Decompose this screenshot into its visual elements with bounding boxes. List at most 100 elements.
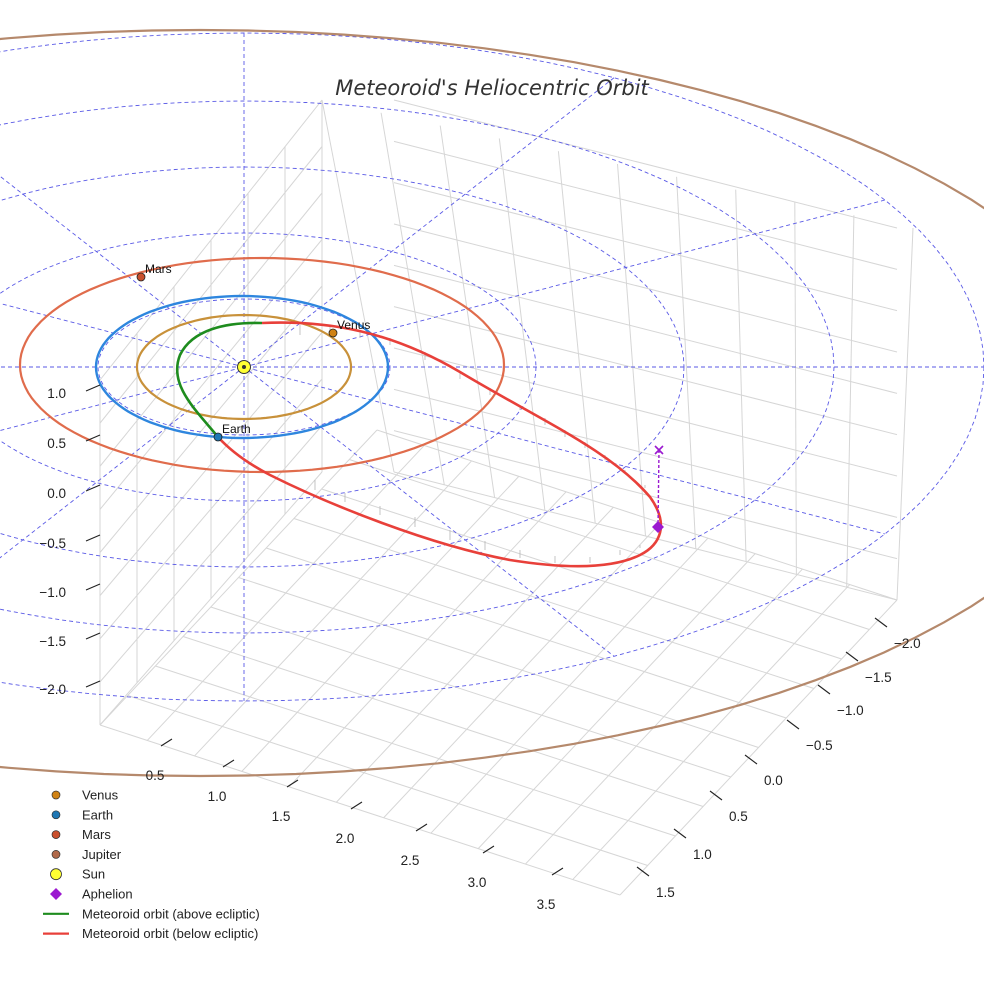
floor-gridline [238, 577, 759, 748]
legend-marker [51, 790, 61, 800]
wall-gridline [896, 227, 914, 601]
y-tick-label: 0.0 [764, 773, 783, 788]
z-tick-mark [85, 680, 101, 688]
z-tick-label: 0.5 [47, 436, 66, 451]
y-tick-mark [709, 790, 723, 801]
aphelion-projection-x [654, 445, 664, 455]
y-tick-label: 1.5 [656, 885, 675, 900]
aphelion-connector [657, 449, 660, 528]
y-tick-label: 1.0 [693, 847, 712, 862]
wall-gridline [846, 215, 855, 588]
legend-entry: Sun [50, 867, 105, 882]
floor-gridline [349, 459, 870, 630]
body-markers: Venus Earth Mars [136, 262, 664, 533]
wall-gridline [393, 99, 898, 229]
legend-marker [50, 868, 62, 881]
x-tick-label: 3.0 [468, 875, 487, 890]
meteoroid-orbit [175, 321, 663, 568]
floor-gridline [127, 695, 648, 866]
back-pane [322, 100, 913, 600]
axis-gridlines [99, 99, 914, 896]
legend-entry: Earth [51, 807, 113, 822]
floor-gridline [210, 606, 731, 778]
wall-gridline [393, 306, 898, 436]
reference-ring [0, 100, 835, 634]
wall-gridline [676, 176, 697, 549]
legend-label: Meteoroid orbit (below ecliptic) [82, 926, 258, 941]
legend-marker [51, 830, 61, 839]
axis-panes [322, 100, 913, 600]
wall-gridline [393, 430, 898, 560]
floor-gridline [293, 518, 815, 689]
legend-label: Jupiter [82, 847, 122, 862]
y-tick-mark [786, 719, 800, 730]
floor-gridline [99, 724, 621, 896]
z-tick-label: 1.0 [47, 386, 66, 401]
reference-ring [0, 232, 537, 502]
x-tick-label: 2.0 [336, 831, 355, 846]
mars-label: Mars [145, 262, 172, 276]
floor-gridline [321, 488, 842, 660]
wall-gridline [393, 388, 898, 518]
x-tick-mark [415, 823, 428, 832]
wall-gridline [380, 112, 445, 485]
wall-gridline [393, 471, 898, 601]
floor-gridline [376, 429, 898, 601]
legend-entry: Aphelion [50, 887, 133, 902]
legend-label: Aphelion [82, 887, 133, 902]
wall-gridline [321, 99, 395, 473]
wall-gridline [393, 223, 898, 353]
earth-label: Earth [222, 422, 251, 436]
legend-entry: Meteoroid orbit (above ecliptic) [43, 906, 260, 921]
y-tick-label: −1.0 [837, 703, 864, 718]
x-tick-label: 0.5 [146, 768, 165, 783]
floor-gridline [266, 547, 787, 719]
legend-label: Sun [82, 867, 105, 882]
venus-marker [328, 328, 338, 338]
legend-marker [51, 810, 61, 820]
x-tick-mark [350, 801, 363, 810]
legend-marker [50, 888, 62, 900]
wall-gridline [99, 425, 323, 683]
floor-gridline [182, 636, 704, 807]
meteoroid-orbit-below [217, 321, 663, 568]
wall-gridline [794, 202, 797, 575]
z-tick-mark [85, 484, 101, 492]
aphelion-marker [652, 521, 664, 533]
y-tick-mark [636, 866, 650, 877]
legend-entry: Mars [51, 827, 111, 842]
earth-marker [213, 432, 223, 442]
wall-gridline [498, 138, 546, 511]
sun-center [242, 365, 246, 369]
z-tick-mark [85, 632, 101, 640]
planet-orbits [0, 28, 984, 778]
y-tick-label: 0.5 [729, 809, 748, 824]
y-tick-label: −1.5 [865, 670, 892, 685]
x-tick-mark [551, 867, 564, 876]
mars-orbit [18, 256, 506, 474]
z-tick-mark [85, 434, 101, 442]
z-tick-label: −0.5 [39, 536, 66, 551]
legend-entry: Meteoroid orbit (below ecliptic) [43, 926, 258, 941]
wall-gridline [393, 182, 898, 312]
chart-title: Meteoroid's Heliocentric Orbit [335, 76, 649, 100]
x-tick-mark [286, 779, 299, 788]
wall-gridline [393, 347, 898, 477]
earth-orbit [94, 294, 390, 440]
legend-label: Meteoroid orbit (above ecliptic) [82, 906, 260, 921]
z-tick-mark [85, 534, 101, 542]
y-tick-label: −0.5 [806, 738, 833, 753]
x-tick-label: 3.5 [537, 897, 556, 912]
mars-marker [136, 272, 146, 282]
y-tick-mark [845, 651, 859, 662]
wall-gridline [99, 471, 323, 726]
y-tick-mark [817, 684, 831, 695]
wall-gridline [99, 378, 323, 640]
wall-gridline [99, 332, 323, 596]
wall-gridline [99, 239, 323, 510]
x-tick-mark [222, 759, 235, 768]
wall-gridline [393, 140, 898, 270]
reference-spoke [0, 199, 885, 432]
wall-gridline [99, 99, 323, 381]
